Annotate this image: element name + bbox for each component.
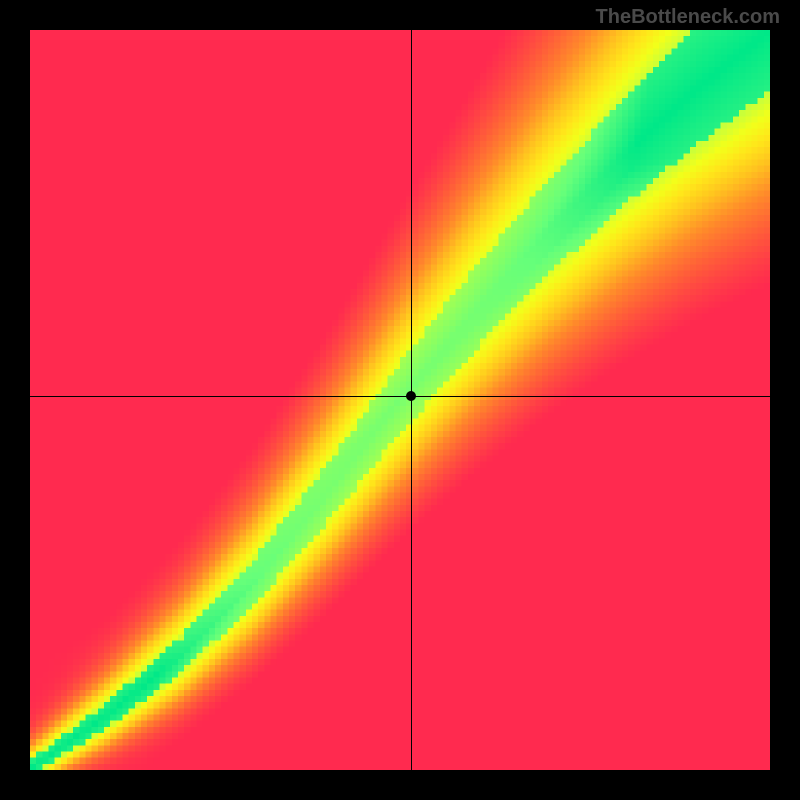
heatmap-canvas — [30, 30, 770, 770]
crosshair-horizontal — [30, 396, 770, 397]
crosshair-marker — [406, 391, 416, 401]
plot-area — [30, 30, 770, 770]
watermark-text: TheBottleneck.com — [596, 6, 780, 29]
